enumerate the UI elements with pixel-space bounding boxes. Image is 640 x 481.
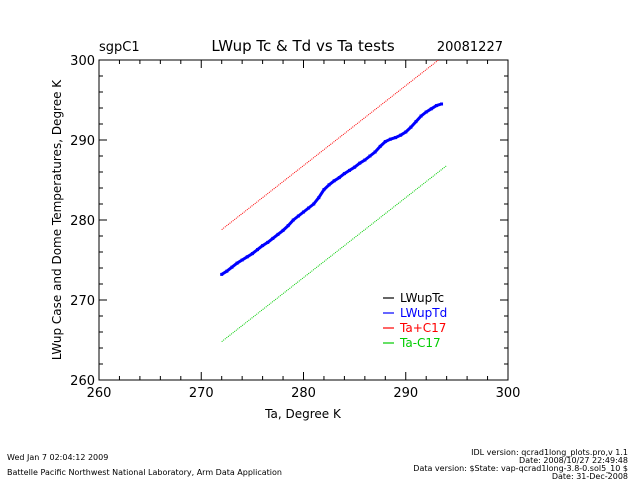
legend: LWupTc LWupTd Ta+C17 Ta-C17 [383,291,447,350]
reference-line [221,60,440,230]
data-point [327,183,331,187]
data-point [399,133,403,137]
data-point [368,154,372,158]
data-point [322,188,326,192]
y-tick-labels: 260 270 280 290 300 [70,54,95,389]
data-point [286,224,290,228]
data-point [250,252,254,256]
x-tick-label: 260 [87,386,112,401]
data-point [235,261,239,265]
y-axis-label: LWup Case and Dome Temperatures, Degree … [50,79,64,360]
data-point [434,104,438,108]
data-point [220,272,224,276]
legend-label-ta-plus-c17: Ta+C17 [399,321,446,335]
data-point [240,258,244,262]
x-tick-label: 290 [393,386,418,401]
date-label: 20081227 [437,40,503,55]
x-tick-label: 270 [189,386,214,401]
data-point [291,218,295,222]
reference-line [221,165,447,342]
data-point [245,255,249,259]
data-point [276,232,280,236]
y-tick-label: 270 [70,294,95,309]
y-tick-label: 290 [70,134,95,149]
y-tick-label: 300 [70,54,95,69]
footer-idl-date: Date: 2008/10/27 22:49:48 [519,456,628,465]
data-point [332,179,336,183]
data-point [317,196,321,200]
data-point [348,168,352,172]
data-point [409,125,413,129]
footer-data-version: Data version: $State: vap-qcrad1long-3.8… [413,464,628,473]
y-tick-label: 260 [70,374,95,389]
data-point [383,140,387,144]
data-point [307,206,311,210]
y-tick-label: 280 [70,214,95,229]
data-point [419,114,423,118]
series-line [220,102,442,276]
data-point [261,244,265,248]
site-label: sgpC1 [99,40,140,55]
data-point [281,228,285,232]
data-point [373,150,377,154]
x-tick-labels: 260 270 280 290 300 [87,386,521,401]
data-point [363,158,367,162]
data-point [414,120,418,124]
data-point [440,102,444,106]
data-point [394,136,398,140]
series-layer [220,60,447,342]
plot-frame [98,59,509,381]
series-ta-c17 [221,165,447,342]
data-point [271,236,275,240]
axis-ticks [98,59,509,381]
legend-label-lwuptc: LWupTc [400,291,444,305]
data-point [312,202,316,206]
chart-title: LWup Tc & Td vs Ta tests [211,37,395,55]
data-point [378,144,382,148]
data-point [388,137,392,141]
footer-data-date: Date: 31-Dec-2008 [551,472,628,481]
data-point [296,214,300,218]
data-point [230,265,234,269]
data-point [337,176,341,180]
x-tick-label: 300 [496,386,521,401]
data-point [429,107,433,111]
data-point [302,210,305,214]
data-point [266,240,270,244]
footer-timestamp: Wed Jan 7 02:04:12 2009 [7,453,109,462]
x-axis-label: Ta, Degree K [264,407,342,421]
legend-label-ta-minus-c17: Ta-C17 [399,336,441,350]
data-point [358,161,362,165]
legend-label-lwuptd: LWupTd [400,306,447,320]
data-point [404,130,408,134]
data-point [255,248,259,252]
data-point [424,110,428,114]
footer-lab: Battelle Pacific Northwest National Labo… [7,468,282,477]
data-point [353,165,357,169]
data-point [225,269,229,273]
series-lwuptd [220,102,444,276]
series-ta-c17 [221,60,440,230]
x-tick-label: 280 [291,386,316,401]
data-point [342,172,346,176]
footer-idl-version: IDL version: qcrad1long_plots.pro,v 1.1 [471,448,628,457]
